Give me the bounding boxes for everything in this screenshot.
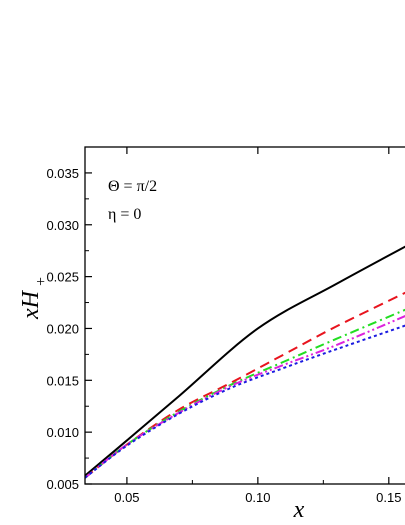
series-line-2 [85,291,405,479]
x-axis-title: x [293,497,305,523]
series-lines [85,245,405,479]
x-tick-label: 0.10 [245,490,270,505]
series-line-5 [85,324,405,479]
annotation-eta: η = 0 [108,206,141,223]
annotation-theta: Θ = π/2 [108,178,157,195]
y-axis-title-group: xH + [18,276,50,320]
y-tick-label: 0.010 [46,425,79,440]
y-tick-label: 0.005 [46,477,79,492]
y-axis-title-subscript: + [33,276,50,287]
y-tick-label: 0.030 [46,218,79,233]
x-tick-label: 0.05 [114,490,139,505]
y-tick-label: 0.015 [46,373,79,388]
series-line-3 [85,308,405,479]
y-tick-label: 0.035 [46,166,79,181]
series-line-4 [85,315,405,479]
tick-marks [85,147,390,485]
y-axis-title: xH [18,289,44,320]
tick-labels: 0.05 0.10 0.15 0.005 0.010 0.015 0.020 0.025 0.0… [46,166,401,505]
y-tick-label: 0.025 [46,270,79,285]
y-tick-label: 0.020 [46,321,79,336]
x-tick-label: 0.15 [376,490,401,505]
series-line-1 [85,245,405,477]
plot-frame [84,146,405,485]
